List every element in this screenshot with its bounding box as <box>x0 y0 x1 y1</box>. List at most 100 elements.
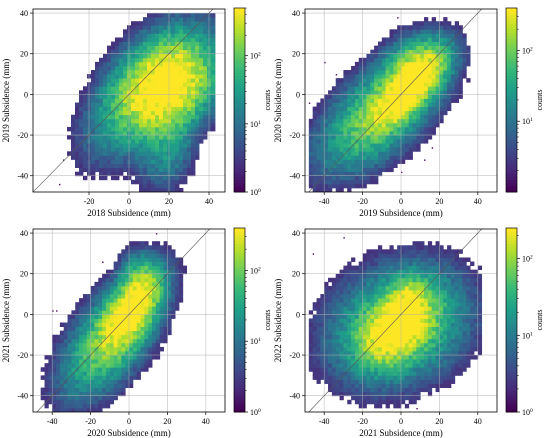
density-cell <box>358 330 363 336</box>
density-cell <box>151 33 156 38</box>
density-cell <box>187 78 192 83</box>
density-cell <box>331 155 337 160</box>
density-cell <box>354 155 360 160</box>
density-cell <box>312 351 317 356</box>
density-cell <box>159 159 164 164</box>
density-cell <box>416 86 421 91</box>
density-cell <box>109 298 115 303</box>
density-cell <box>347 375 352 380</box>
density-cell <box>412 57 417 63</box>
density-cell <box>107 49 112 55</box>
density-cell <box>147 33 152 38</box>
colorbar-segment <box>234 173 245 178</box>
density-cell <box>163 98 168 103</box>
density-cell <box>155 314 161 319</box>
density-cell <box>115 98 120 103</box>
density-cell <box>366 131 371 136</box>
density-cell <box>320 338 325 344</box>
density-cell <box>59 363 65 368</box>
density-cell <box>424 367 429 372</box>
colorbar-segment <box>234 57 245 61</box>
colorbar-segment <box>234 149 245 153</box>
density-cell <box>90 342 95 348</box>
density-cell <box>178 290 184 295</box>
density-cell <box>385 318 390 323</box>
density-cell <box>358 261 363 266</box>
density-cell <box>316 367 321 372</box>
density-cell <box>82 391 88 397</box>
density-cell <box>339 371 344 376</box>
density-cell <box>385 41 390 46</box>
density-cell <box>439 106 444 112</box>
density-cell <box>381 122 387 128</box>
density-cell <box>374 65 379 71</box>
density-cell <box>211 57 216 63</box>
density-cell <box>366 371 371 376</box>
density-cell <box>82 314 88 319</box>
density-cell <box>385 395 390 401</box>
density-cell <box>331 359 337 364</box>
density-cell <box>347 281 352 287</box>
density-cell <box>123 167 128 173</box>
density-cell <box>389 155 394 160</box>
density-cell <box>75 306 80 311</box>
density-cell <box>90 395 95 401</box>
density-cell <box>171 65 176 71</box>
density-cell <box>155 37 160 42</box>
density-cell <box>431 294 436 299</box>
density-cell <box>75 151 80 156</box>
density-cell <box>427 53 433 59</box>
density-cell <box>143 159 148 164</box>
density-cell <box>366 383 371 388</box>
colorbar-segment <box>234 283 245 287</box>
density-cell <box>320 122 325 128</box>
density-cell <box>102 355 107 360</box>
density-cell <box>111 45 116 51</box>
density-cell <box>195 82 200 87</box>
density-cell <box>331 94 337 99</box>
density-cell <box>86 351 91 356</box>
density-cell <box>163 318 168 323</box>
density-cell <box>424 322 429 327</box>
density-cell <box>454 41 459 46</box>
density-cell <box>99 74 104 79</box>
density-cell <box>308 359 314 364</box>
density-cell <box>113 310 118 315</box>
density-cell <box>424 82 429 87</box>
density-cell <box>362 395 367 401</box>
density-cell <box>331 330 337 336</box>
density-cell <box>385 281 390 287</box>
density-cell <box>44 403 49 409</box>
density-cell <box>103 139 108 144</box>
density-cell <box>374 151 379 156</box>
density-cell <box>90 375 95 380</box>
density-cell <box>408 78 413 83</box>
density-cell <box>191 45 196 51</box>
density-cell <box>389 253 394 258</box>
density-cell <box>397 383 402 388</box>
density-cell <box>171 13 176 18</box>
density-cell <box>320 139 325 144</box>
density-cell <box>79 355 84 360</box>
density-cell <box>366 253 371 258</box>
density-cell <box>155 355 161 360</box>
density-cell <box>155 114 160 120</box>
density-cell <box>377 167 383 173</box>
density-cell <box>408 122 413 128</box>
density-cell <box>191 13 196 18</box>
density-cell <box>199 82 204 87</box>
density-cell <box>143 98 148 103</box>
density-cell <box>324 179 329 185</box>
density-cell <box>404 355 410 360</box>
density-cell <box>316 175 321 181</box>
density-cell <box>343 330 348 336</box>
density-cell <box>416 330 421 336</box>
density-cell <box>343 175 348 181</box>
density-cell <box>377 302 383 307</box>
density-cell <box>358 74 363 79</box>
density-cell <box>151 135 156 140</box>
density-cell <box>75 346 80 352</box>
density-cell <box>163 306 168 311</box>
density-cell <box>63 403 68 409</box>
colorbar-segment <box>234 243 245 247</box>
